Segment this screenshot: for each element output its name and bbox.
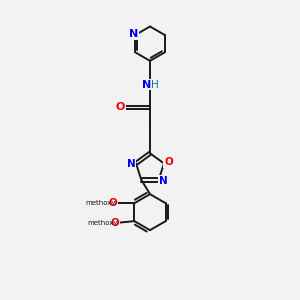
Text: N: N (159, 176, 168, 186)
Text: methoxy: methoxy (87, 220, 118, 226)
Text: O: O (110, 218, 119, 228)
Text: O: O (116, 103, 125, 112)
Text: methoxy: methoxy (85, 200, 116, 206)
Text: N: N (129, 29, 138, 39)
Text: N: N (127, 159, 136, 169)
Text: O: O (164, 157, 173, 167)
Text: N: N (142, 80, 151, 90)
Text: H: H (152, 80, 159, 90)
Text: O: O (109, 198, 118, 208)
